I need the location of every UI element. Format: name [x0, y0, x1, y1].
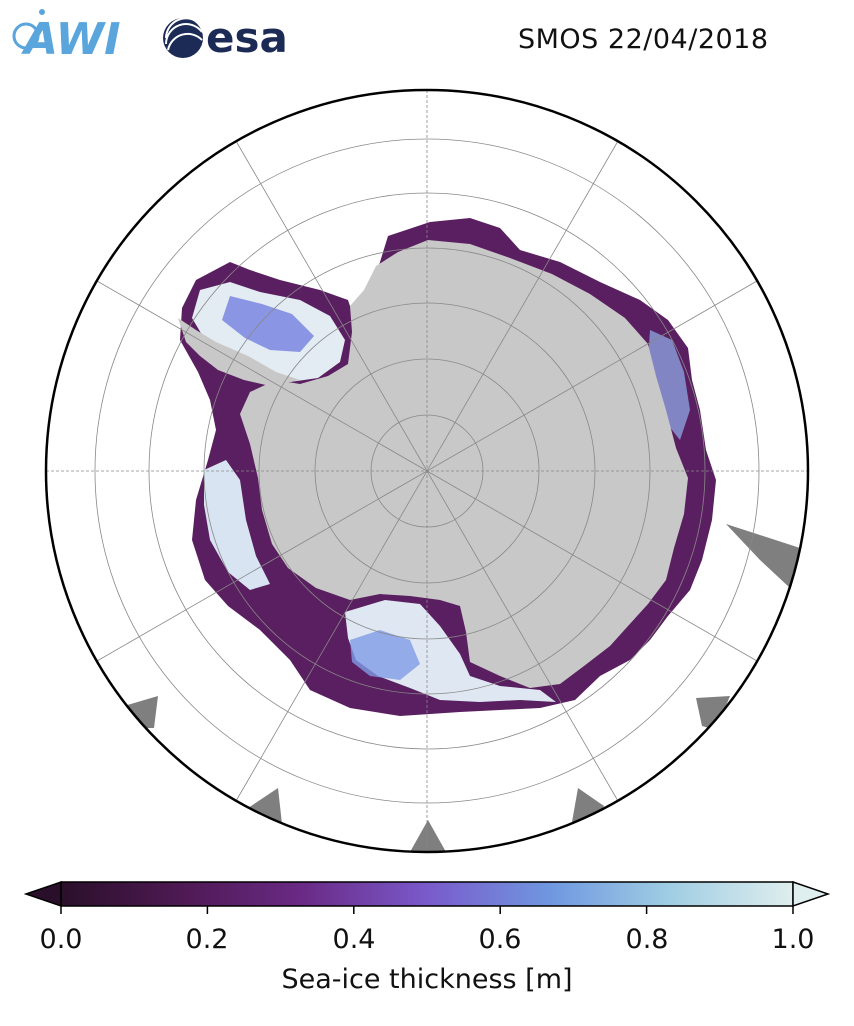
colorbar-tick-label: 0.0: [39, 924, 83, 955]
antarctica-land: [240, 240, 688, 688]
thick-ice-east: [648, 330, 690, 440]
polar-map: [44, 88, 810, 854]
map-frame: [44, 88, 810, 854]
colorbar-extend-low: [23, 880, 62, 908]
colorbar-tick-label: 0.8: [625, 924, 669, 955]
colorbar-tick-label: 1.0: [771, 924, 815, 955]
awi-logo-text: AWI: [21, 14, 121, 65]
land-patch-southwest: [124, 696, 158, 728]
colorbar-ticks: [60, 906, 794, 914]
thick-ice-blue-weddell: [350, 630, 420, 680]
colorbar-extend-high: [792, 880, 831, 908]
land-patch-south-2: [410, 820, 446, 852]
colorbar-tick-label: 0.2: [185, 924, 229, 955]
thick-ice-west: [204, 460, 270, 590]
colorbar: [23, 880, 831, 914]
land-patch-east: [726, 524, 800, 588]
colorbar-gradient: [60, 881, 794, 907]
antarctic-peninsula: [178, 318, 300, 386]
graticule: [46, 90, 808, 852]
land-patch-southeast: [696, 696, 730, 730]
logos: AWI esa: [12, 9, 288, 65]
colorbar-tick-label: 0.6: [478, 924, 522, 955]
awi-logo: AWI: [12, 9, 121, 65]
colorbar-label: Sea-ice thickness [m]: [281, 964, 573, 995]
thick-ice-blue-ross: [222, 296, 314, 352]
colorbar-tick-label: 0.4: [332, 924, 376, 955]
esa-logo-text: esa: [206, 13, 288, 62]
esa-logo: esa: [163, 13, 288, 62]
map-title: SMOS 22/04/2018: [518, 24, 769, 55]
